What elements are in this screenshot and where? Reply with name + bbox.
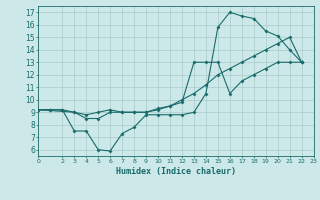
X-axis label: Humidex (Indice chaleur): Humidex (Indice chaleur) bbox=[116, 167, 236, 176]
